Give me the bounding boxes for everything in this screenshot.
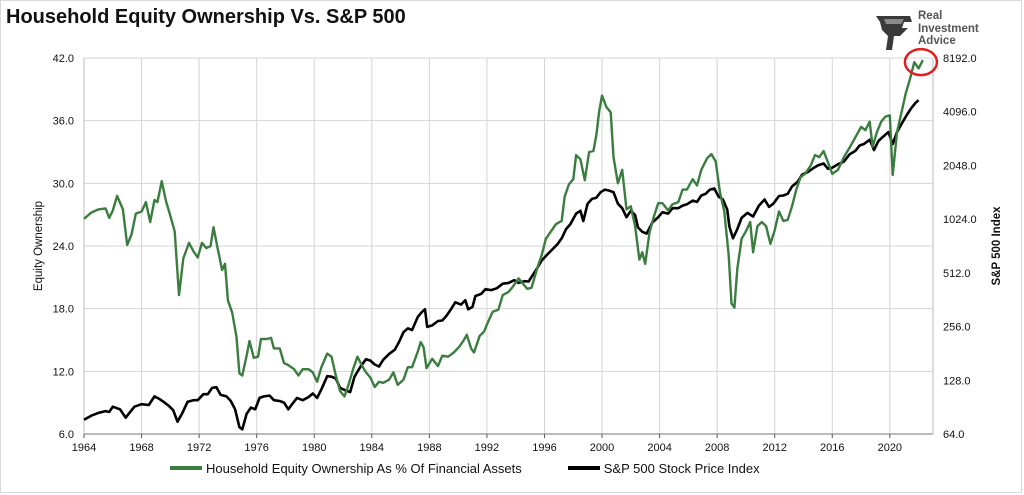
x-tick-label: 2020: [878, 442, 902, 454]
series-line-sp500: [83, 99, 920, 431]
right-tick-label: 2048.0: [943, 160, 977, 172]
x-tick-label: 2016: [820, 442, 844, 454]
x-tick-label: 1968: [129, 442, 153, 454]
left-tick-label: 42.0: [53, 53, 74, 65]
logo-line: Real: [918, 10, 943, 22]
x-tick-label: 1964: [72, 442, 96, 454]
left-tick-label: 12.0: [53, 366, 74, 378]
axes: 6.0 12.0 18.0 24.0 30.0 36.0 42.0 1964 1968 1972 1…: [33, 53, 1003, 454]
annotations: [903, 47, 939, 77]
logo-line: Advice: [918, 35, 956, 47]
right-tick-label: 64.0: [943, 429, 964, 441]
chart-legend: Household Equity Ownership As % Of Finan…: [170, 459, 806, 477]
legend-item-sp500: S&P 500 Stock Price Index: [567, 460, 760, 476]
legend-label-equity: Household Equity Ownership As % Of Finan…: [206, 460, 522, 476]
right-tick-label: 256.0: [943, 322, 971, 334]
eagle-logo-icon: [876, 16, 912, 50]
x-tick-label: 1976: [244, 442, 268, 454]
highlight-circle: [903, 47, 939, 77]
x-tick-label: 2000: [590, 442, 614, 454]
x-tick-label: 2012: [762, 442, 786, 454]
logo-line: Investment: [918, 22, 979, 35]
legend-item-equity: Household Equity Ownership As % Of Finan…: [170, 461, 522, 476]
x-tick-label: 1980: [302, 442, 326, 454]
x-tick-label: 2008: [705, 442, 729, 454]
right-tick-label: 1024.0: [943, 214, 977, 226]
left-tick-label: 18.0: [53, 304, 74, 316]
left-tick-label: 30.0: [53, 178, 74, 190]
legend-swatch-equity: [170, 466, 202, 470]
right-tick-label: 512.0: [943, 268, 971, 280]
left-tick-label: 24.0: [53, 241, 74, 253]
x-tick-label: 1972: [187, 442, 211, 454]
series-lines: [83, 59, 924, 431]
right-tick-label: 128.0: [943, 375, 971, 387]
left-tick-label: 36.0: [53, 116, 74, 128]
right-tick-label: 4096.0: [943, 107, 977, 119]
right-tick-label: 8192.0: [943, 53, 977, 65]
logo-text: Real Investment Advice: [918, 10, 979, 48]
left-axis-title: Equity Ownership: [33, 201, 45, 291]
legend-swatch-sp500: [567, 466, 600, 470]
x-tick-label: 1988: [417, 442, 441, 454]
chart-title: Household Equity Ownership Vs. S&P 500: [6, 6, 406, 28]
x-tick-label: 1996: [532, 442, 556, 454]
series-line-equity: [83, 59, 924, 398]
right-axis-title: S&P 500 Index: [991, 206, 1003, 286]
legend-label-sp500: S&P 500 Stock Price Index: [603, 460, 760, 476]
brand-logo: Real Investment Advice: [874, 10, 1004, 54]
x-tick-label: 1984: [360, 442, 384, 454]
left-tick-label: 6.0: [59, 429, 74, 441]
x-tick-label: 1992: [475, 442, 499, 454]
x-tick-label: 2004: [647, 442, 671, 454]
